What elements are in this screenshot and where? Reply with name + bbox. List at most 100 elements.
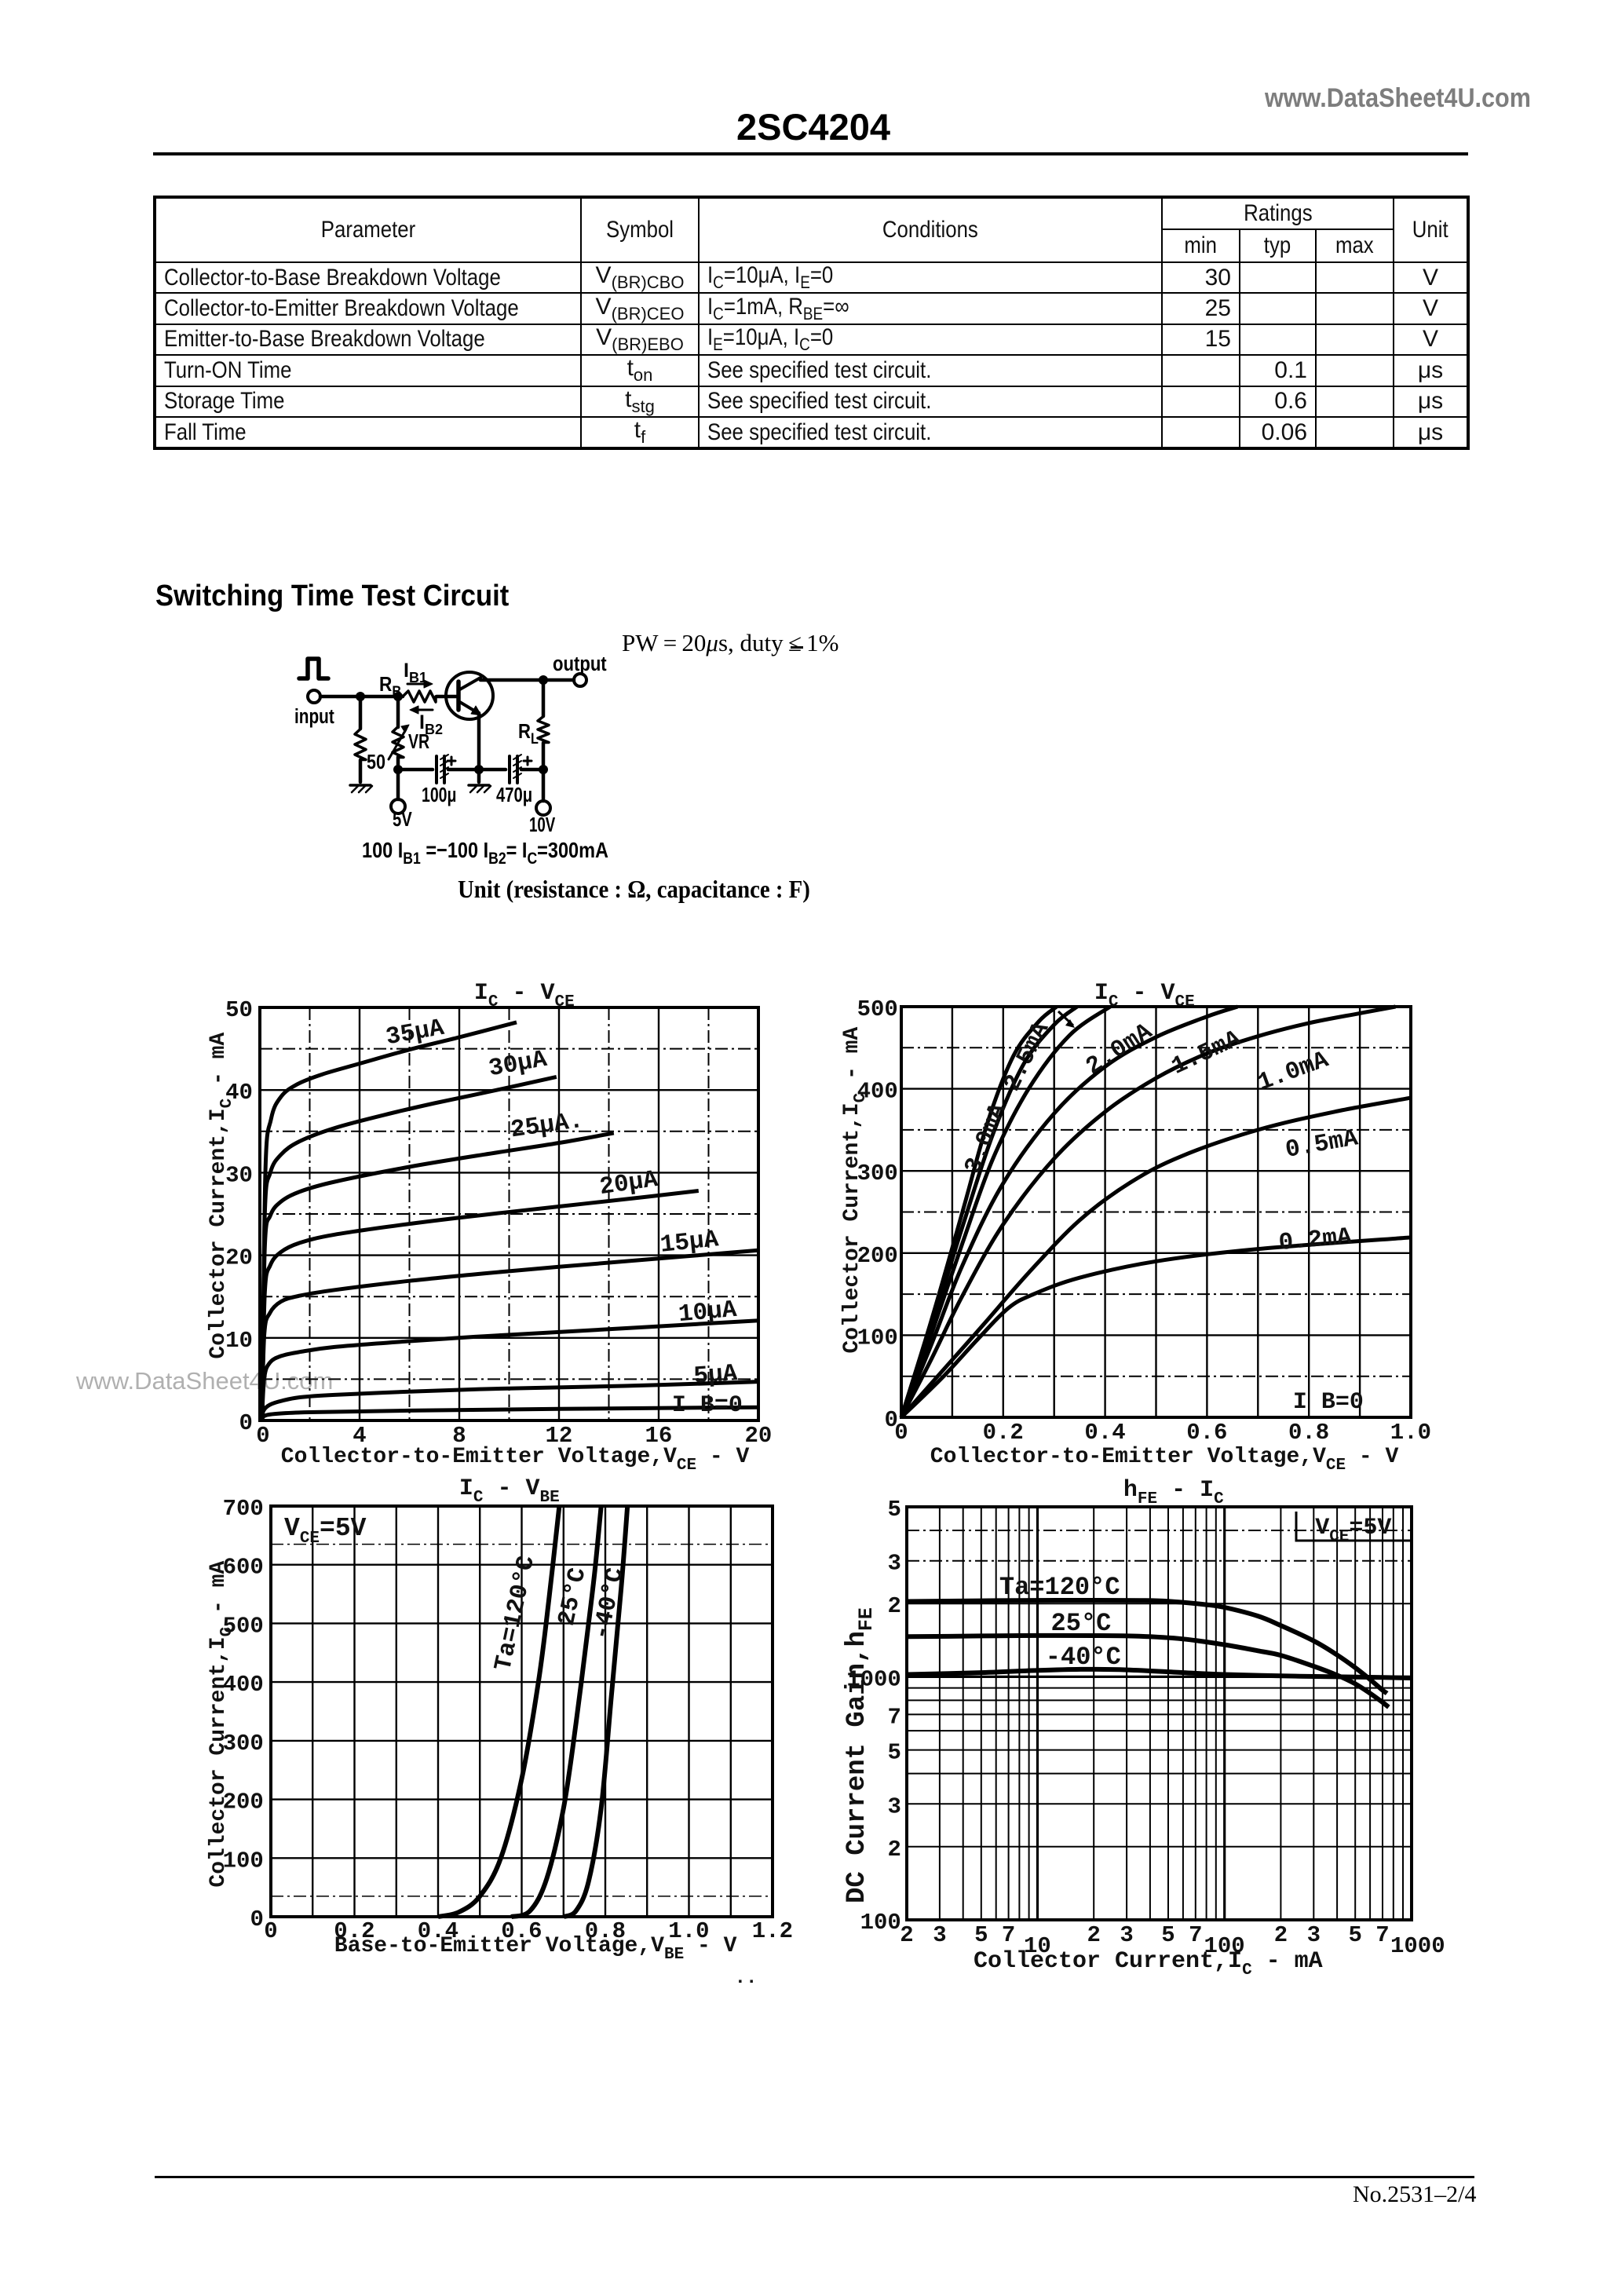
svg-text:1.0: 1.0	[1390, 1420, 1431, 1446]
svg-text:50: 50	[367, 751, 385, 773]
svg-text:700: 700	[223, 1496, 264, 1522]
svg-text:5: 5	[888, 1740, 901, 1766]
svg-text:input: input	[294, 705, 334, 728]
svg-text:100: 100	[223, 1848, 264, 1874]
svg-text:RL​: RL​	[518, 720, 539, 747]
svg-text:30μA: 30μA	[487, 1046, 550, 1083]
svg-text:4: 4	[353, 1423, 366, 1449]
svg-text:0.2: 0.2	[983, 1420, 1024, 1446]
svg-text:30: 30	[225, 1162, 253, 1188]
svg-text:7: 7	[1375, 1922, 1389, 1948]
svg-text:5: 5	[888, 1497, 901, 1523]
svg-text:0: 0	[894, 1420, 908, 1446]
svg-text:2.5mA: 2.5mA	[999, 1018, 1055, 1095]
svg-text:IC​ - VBE​: IC​ - VBE​	[459, 1475, 560, 1507]
svg-text:Collector-to-Emitter Voltage,V: Collector-to-Emitter Voltage,VCE​ - V	[281, 1445, 750, 1475]
svg-text:400: 400	[857, 1079, 898, 1105]
svg-text:Collector-to-Emitter Voltage,V: Collector-to-Emitter Voltage,VCE​ - V	[930, 1445, 1399, 1475]
svg-text:0: 0	[264, 1918, 277, 1944]
svg-text:300: 300	[857, 1161, 898, 1186]
svg-text:5: 5	[1349, 1922, 1362, 1948]
svg-text:1000: 1000	[1390, 1933, 1445, 1959]
svg-text:3.0mA: 3.0mA	[959, 1099, 1012, 1178]
svg-text:DC Current Gain,hFE​: DC Current Gain,hFE​	[842, 1607, 878, 1903]
svg-text:400: 400	[223, 1672, 264, 1698]
svg-text:15μA: 15μA	[659, 1226, 720, 1260]
svg-text:2: 2	[1087, 1922, 1101, 1948]
svg-text:500: 500	[223, 1613, 264, 1639]
svg-text:600: 600	[223, 1555, 264, 1581]
svg-text:10: 10	[225, 1328, 253, 1354]
svg-text:0.6: 0.6	[501, 1918, 542, 1944]
svg-text:10: 10	[1024, 1933, 1051, 1959]
svg-text:Ta=120°C: Ta=120°C	[999, 1573, 1120, 1602]
svg-text:2: 2	[1274, 1922, 1288, 1948]
svg-text:IC​ - VCE​: IC​ - VCE​	[474, 980, 575, 1011]
svg-text:3: 3	[888, 1551, 901, 1577]
svg-text:3: 3	[888, 1793, 901, 1819]
svg-text:5: 5	[1161, 1922, 1174, 1948]
svg-text:300: 300	[223, 1731, 264, 1757]
svg-text:0: 0	[885, 1407, 898, 1433]
svg-text:20: 20	[225, 1245, 253, 1271]
svg-text:12: 12	[546, 1423, 573, 1449]
svg-text:IB2​: IB2​	[419, 711, 443, 737]
svg-text:2: 2	[888, 1593, 901, 1619]
svg-text:0.8: 0.8	[1288, 1420, 1329, 1446]
svg-text:7: 7	[888, 1704, 901, 1730]
svg-text:5V: 5V	[393, 808, 412, 831]
svg-text:IB1​: IB1​	[404, 660, 427, 686]
svg-text:Collector Current,IC​ - mA: Collector Current,IC​ - mA	[840, 1027, 870, 1354]
svg-text:1.0: 1.0	[668, 1918, 709, 1944]
svg-text:200: 200	[223, 1790, 264, 1815]
svg-text:10V: 10V	[529, 813, 555, 836]
svg-text:3: 3	[1307, 1922, 1321, 1948]
svg-text:1.2: 1.2	[752, 1918, 793, 1944]
svg-text:2.0mA: 2.0mA	[1081, 1018, 1157, 1081]
svg-text:100: 100	[857, 1325, 898, 1351]
svg-text:5μA: 5μA	[692, 1360, 739, 1391]
svg-text:2: 2	[900, 1922, 913, 1948]
svg-text:100: 100	[1204, 1933, 1245, 1959]
svg-text:0.4: 0.4	[1084, 1420, 1125, 1446]
svg-text:IC​ - VCE​: IC​ - VCE​	[1094, 980, 1195, 1011]
svg-text:2: 2	[888, 1837, 901, 1863]
svg-text:100μ: 100μ	[422, 783, 456, 806]
svg-text:470μ: 470μ	[496, 784, 532, 806]
svg-text:100 IB1​ =−100 IB2​= IC​=300m: 100 IB1​ =−100 IB2​= IC​=300mA	[362, 839, 608, 868]
svg-text:0.8: 0.8	[585, 1918, 626, 1944]
svg-text:0.6: 0.6	[1186, 1420, 1227, 1446]
svg-text:35μA: 35μA	[384, 1015, 447, 1051]
svg-text:0: 0	[256, 1423, 269, 1449]
svg-text:VCE​=5V: VCE​=5V	[284, 1514, 367, 1548]
svg-text:Collector Current,IC​ - mA: Collector Current,IC​ - mA	[974, 1948, 1323, 1980]
svg-text:-40°C: -40°C	[1046, 1643, 1121, 1672]
svg-text:Collector Current,IC​ - mA: Collector Current,IC​ - mA	[206, 1033, 236, 1359]
svg-text:50: 50	[225, 997, 253, 1023]
svg-text:..: ..	[735, 1968, 758, 1989]
svg-text:0: 0	[250, 1907, 264, 1932]
svg-text:VR: VR	[408, 729, 429, 752]
svg-text:Collector Current,IC​ - mA: Collector Current,IC​ - mA	[206, 1561, 236, 1888]
svg-text:40: 40	[225, 1080, 253, 1106]
svg-text:500: 500	[857, 996, 898, 1022]
svg-text:1000: 1000	[846, 1666, 901, 1692]
svg-text:I B=0: I B=0	[1293, 1389, 1364, 1416]
svg-text:100: 100	[860, 1910, 901, 1936]
svg-text:0.4: 0.4	[418, 1918, 458, 1944]
svg-text:16: 16	[645, 1423, 673, 1449]
svg-text:3: 3	[1120, 1922, 1133, 1948]
svg-text:25°C: 25°C	[553, 1565, 593, 1628]
svg-text:Ta=120°C: Ta=120°C	[490, 1553, 541, 1673]
svg-text:200: 200	[857, 1243, 898, 1269]
svg-text:0.2mA: 0.2mA	[1277, 1223, 1353, 1257]
svg-text:8: 8	[452, 1423, 466, 1449]
svg-text:5: 5	[974, 1922, 988, 1948]
svg-text:0: 0	[239, 1410, 253, 1436]
svg-text:7: 7	[1002, 1922, 1015, 1948]
svg-text:Base-to-Emitter Voltage,VBE​ -: Base-to-Emitter Voltage,VBE​ - V	[334, 1934, 737, 1964]
svg-text:3: 3	[933, 1922, 946, 1948]
svg-text:hFE​ - IC​: hFE​ - IC​	[1123, 1477, 1224, 1508]
svg-text:25°C: 25°C	[1051, 1609, 1112, 1638]
svg-text:output: output	[553, 653, 607, 675]
